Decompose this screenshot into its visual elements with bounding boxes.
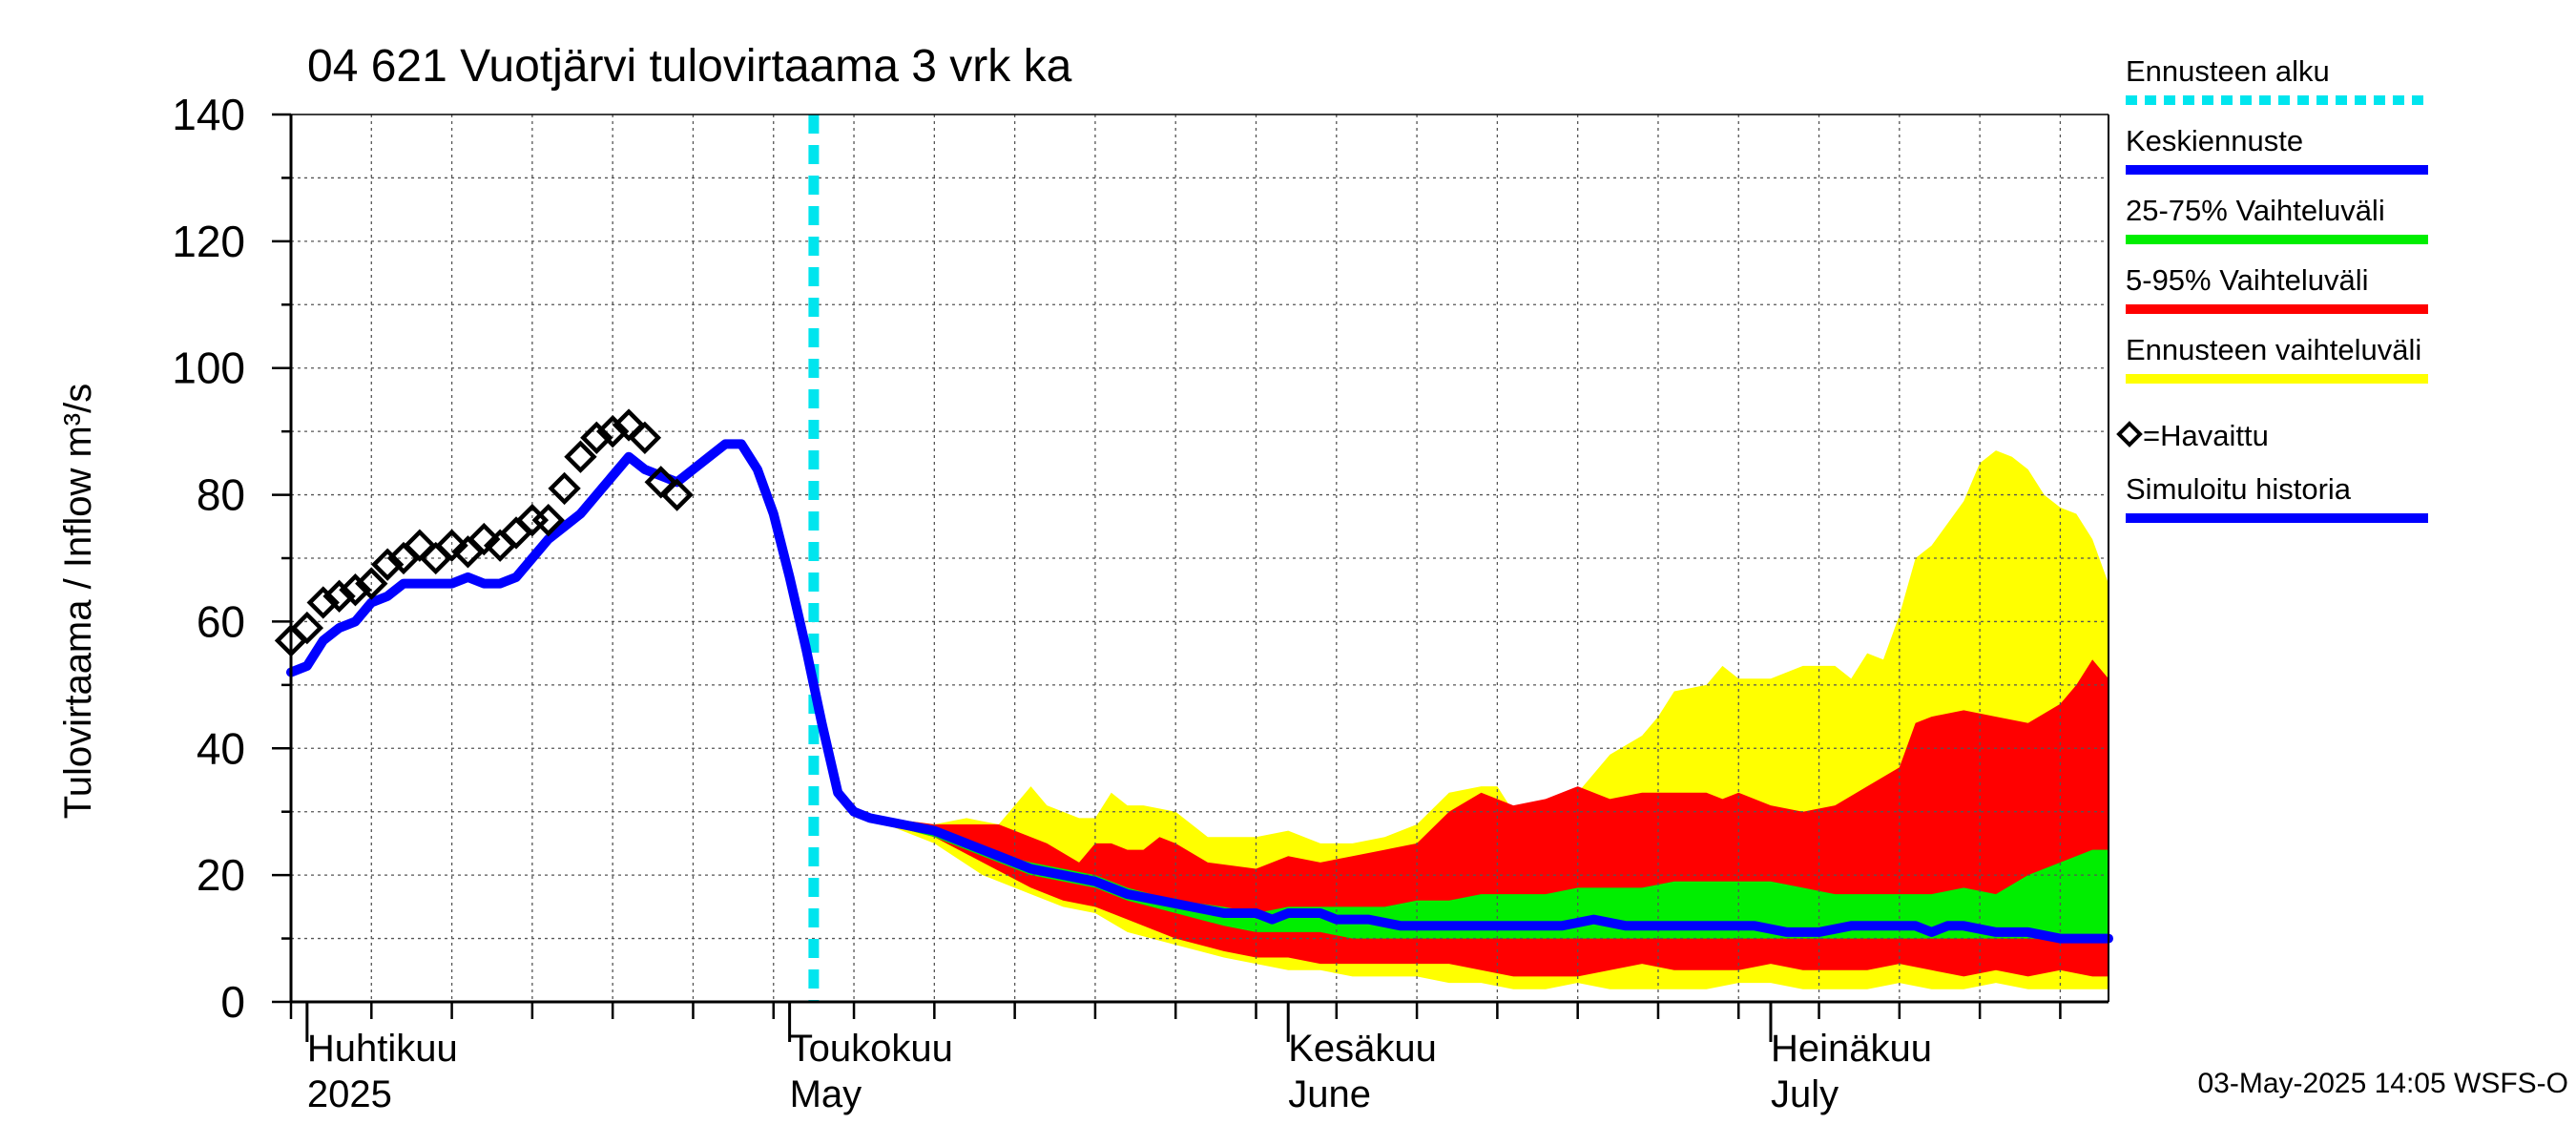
x-month-label: Kesäkuu [1288, 1028, 1437, 1070]
observed-point [467, 522, 501, 556]
x-month-label: Heinäkuu [1771, 1028, 1932, 1070]
grid-lines [291, 114, 2109, 1002]
axes [272, 113, 2109, 1042]
footer-timestamp: 03-May-2025 14:05 WSFS-O [2198, 1068, 2569, 1099]
legend-diamond [2116, 421, 2143, 448]
observed-point [644, 466, 677, 499]
x-month-label: Toukokuu [790, 1028, 953, 1070]
observed-point [580, 421, 613, 454]
y-tick-label: 120 [172, 217, 245, 266]
observed-point [628, 421, 662, 454]
y-tick-label: 140 [172, 90, 245, 139]
observed-point [290, 611, 324, 645]
y-tick-labels: 0 20 40 60 80 100 120 140 [172, 90, 245, 1027]
uncertainty-bands [805, 450, 2109, 989]
observed-point [564, 440, 597, 473]
observed-point [339, 573, 372, 607]
legend-label: Keskiennuste [2126, 124, 2303, 157]
observed-point [355, 567, 388, 600]
observed-point [370, 548, 405, 581]
observed-point [595, 414, 630, 448]
band-2 [805, 647, 2109, 939]
legend-label: Simuloitu historia [2126, 472, 2352, 506]
legend-label: Ennusteen alku [2126, 54, 2330, 88]
y-tick-label: 60 [197, 596, 245, 646]
y-tick-label: 40 [197, 723, 245, 773]
history-line [286, 439, 811, 677]
observed-point [306, 586, 340, 619]
observed-point [548, 471, 581, 506]
observed-point [322, 579, 356, 614]
observed-point [531, 503, 565, 537]
observed-point [660, 478, 694, 511]
x-month-sublabel: 2025 [307, 1073, 392, 1115]
y-tick-label: 100 [172, 344, 245, 393]
x-month-sublabel: May [790, 1073, 862, 1115]
y-tick-label: 0 [220, 977, 245, 1027]
observed-point [403, 529, 437, 562]
median-line [800, 642, 2113, 944]
legend-label: Ennusteen vaihteluväli [2126, 333, 2421, 366]
series-lines [286, 114, 2113, 1002]
y-tick-label: 80 [197, 470, 245, 520]
x-month-label: Huhtikuu [307, 1028, 458, 1070]
observed-point [499, 516, 533, 550]
observed-markers [274, 408, 694, 657]
legend-label: 25-75% Vaihteluväli [2126, 194, 2385, 227]
legend: Ennusteen alku Keskiennuste 25-75% Vaihtel… [2116, 54, 2428, 523]
y-axis-label: Tulovirtaama / Inflow m³/s [57, 384, 99, 819]
x-month-sublabel: June [1288, 1073, 1371, 1115]
legend-label: 5-95% Vaihteluväli [2126, 263, 2368, 297]
legend-label: =Havaittu [2143, 419, 2269, 452]
chart-title: 04 621 Vuotjärvi tulovirtaama 3 vrk ka [307, 41, 1072, 92]
observed-point [435, 529, 468, 562]
x-month-sublabel: July [1771, 1073, 1839, 1115]
y-tick-label: 20 [197, 850, 245, 900]
observed-point [612, 408, 646, 442]
